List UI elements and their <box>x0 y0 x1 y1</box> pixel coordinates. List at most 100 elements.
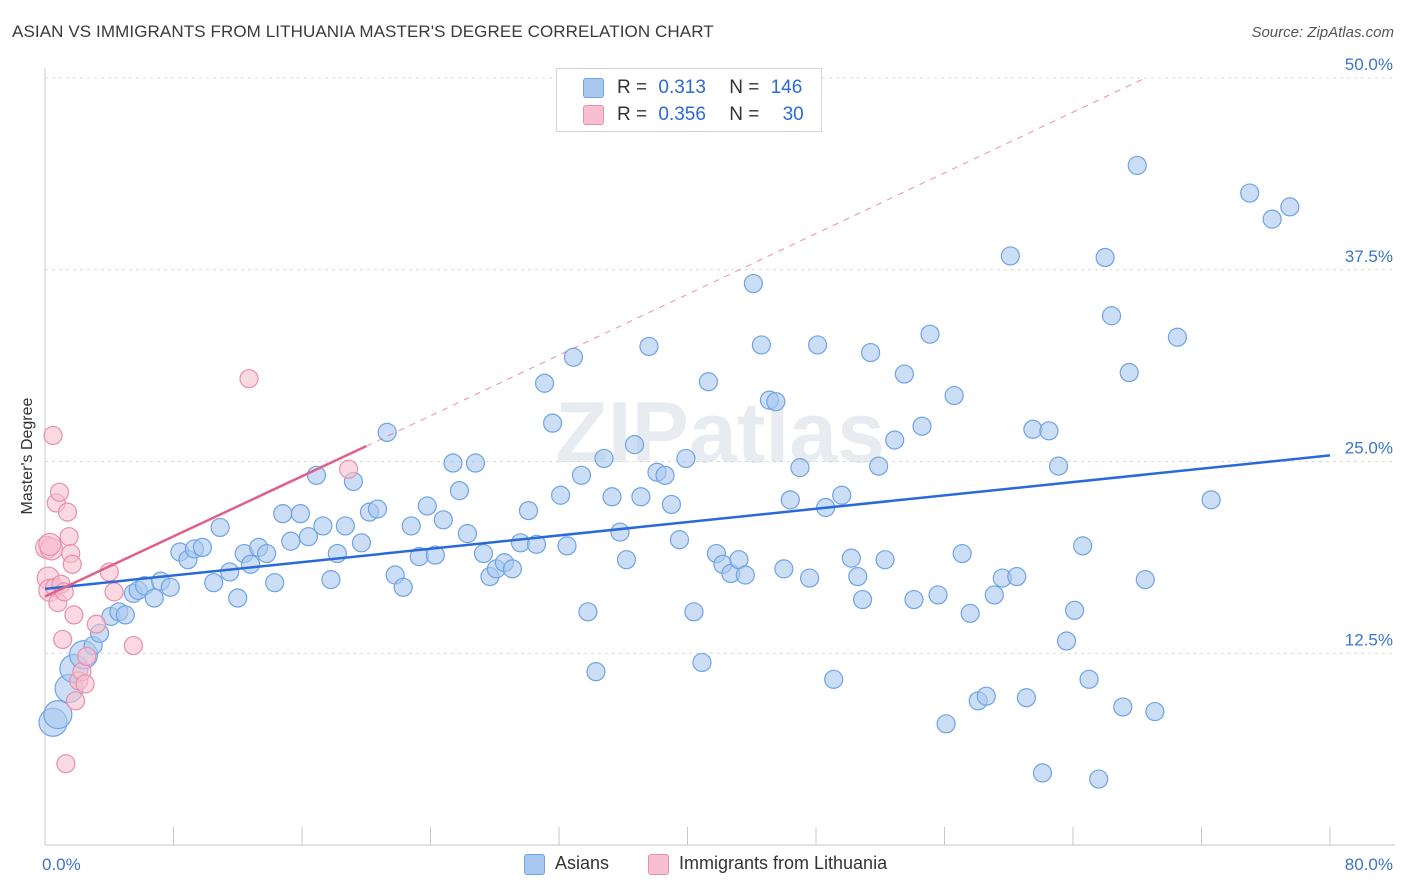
legend-swatch-asians <box>583 78 604 98</box>
data-point-asians <box>1007 566 1027 587</box>
data-point-asians <box>502 559 523 579</box>
data-point-asians <box>920 324 940 344</box>
data-point-asians <box>610 522 630 542</box>
data-point-asians <box>676 448 696 469</box>
data-point-lithuania <box>64 605 84 625</box>
data-point-lithuania <box>104 582 124 602</box>
data-point-asians <box>433 510 453 530</box>
data-point-lithuania <box>53 629 73 650</box>
legend-swatch-lithuania <box>648 854 669 875</box>
data-point-asians <box>586 662 606 682</box>
legend-n-value: 146 <box>770 77 803 98</box>
data-point-asians <box>602 487 622 507</box>
data-point-asians <box>869 456 889 476</box>
data-point-asians <box>799 568 820 588</box>
data-point-lithuania <box>75 674 95 694</box>
data-point-asians <box>571 465 592 485</box>
data-point-asians <box>655 465 675 485</box>
legend-label-lithuania: Immigrants from Lithuania <box>679 853 888 873</box>
data-point-asians <box>824 669 844 689</box>
data-point-asians <box>241 554 261 574</box>
data-point-asians <box>542 413 563 433</box>
data-point-asians <box>551 485 571 505</box>
data-point-asians <box>578 602 598 622</box>
data-point-asians <box>1201 490 1221 510</box>
data-point-asians <box>832 485 852 505</box>
data-point-asians <box>928 585 948 605</box>
data-point-asians <box>841 548 861 568</box>
data-point-asians <box>692 652 712 673</box>
data-point-asians <box>204 573 224 593</box>
data-point-asians <box>780 490 800 510</box>
data-point-asians <box>457 523 478 544</box>
data-point-lithuania <box>77 646 97 666</box>
data-point-lithuania <box>43 425 63 446</box>
data-point-asians <box>1240 183 1260 203</box>
data-point-lithuania <box>56 754 76 774</box>
data-point-asians <box>1167 327 1188 347</box>
data-point-asians <box>1113 697 1133 717</box>
data-point-asians <box>1079 669 1099 689</box>
data-point-asians <box>639 336 659 357</box>
data-point-asians <box>774 559 794 579</box>
data-point-lithuania <box>57 502 78 522</box>
data-point-asians <box>790 458 810 478</box>
y-tick-label: 37.5% <box>1345 247 1393 266</box>
data-point-asians <box>1135 570 1155 590</box>
data-point-asians <box>1101 306 1122 326</box>
y-tick-label: 12.5% <box>1345 630 1393 649</box>
data-point-asians <box>1048 456 1069 476</box>
data-point-asians <box>281 531 301 551</box>
data-point-lithuania <box>59 527 79 547</box>
legend-r-label: R = <box>617 104 648 125</box>
data-point-asians <box>563 347 584 367</box>
data-point-asians <box>534 373 555 393</box>
data-point-asians <box>1056 631 1077 651</box>
data-point-asians <box>861 342 881 363</box>
data-point-asians <box>526 534 547 554</box>
data-point-asians <box>852 589 873 610</box>
data-point-asians <box>160 577 180 597</box>
data-point-asians <box>115 605 135 625</box>
data-point-asians <box>443 453 463 473</box>
data-point-asians <box>465 453 486 473</box>
legend-n-label: N = <box>729 77 760 98</box>
data-point-asians <box>1127 155 1147 176</box>
legend-n-label: N = <box>729 104 760 125</box>
data-point-asians <box>735 565 755 585</box>
data-point-lithuania <box>239 369 259 389</box>
data-point-asians <box>936 714 956 734</box>
data-point-asians <box>1039 421 1059 441</box>
data-point-lithuania <box>65 691 86 711</box>
x-tick-label: 80.0% <box>1345 855 1393 874</box>
series-lithuania <box>35 369 359 774</box>
data-point-asians <box>144 588 164 608</box>
data-point-asians <box>298 527 319 547</box>
data-point-asians <box>192 537 213 558</box>
data-point-asians <box>698 372 718 392</box>
data-point-lithuania <box>86 614 107 634</box>
data-point-lithuania <box>62 554 82 574</box>
data-point-asians <box>1119 362 1139 383</box>
y-tick-label: 50.0% <box>1345 55 1393 74</box>
data-point-lithuania <box>38 532 62 556</box>
data-point-asians <box>1023 419 1043 439</box>
data-point-asians <box>808 335 828 355</box>
data-point-lithuania <box>123 635 143 656</box>
data-point-asians <box>1032 763 1053 783</box>
y-axis-label: Master's Degree <box>19 397 36 514</box>
data-point-asians <box>313 516 333 536</box>
trend-line-asians <box>44 454 1331 591</box>
data-point-asians <box>1262 209 1282 229</box>
data-point-asians <box>321 570 341 590</box>
data-point-asians <box>912 416 932 436</box>
data-point-asians <box>1095 247 1115 268</box>
data-point-asians <box>952 543 972 564</box>
source-label: Source: ZipAtlas.com <box>1251 24 1394 41</box>
data-point-asians <box>1016 688 1037 708</box>
data-point-asians <box>377 422 397 442</box>
legend-n-value: 30 <box>782 104 804 125</box>
data-point-asians <box>1145 701 1165 722</box>
data-point-asians <box>1280 197 1300 217</box>
data-point-asians <box>335 516 355 536</box>
